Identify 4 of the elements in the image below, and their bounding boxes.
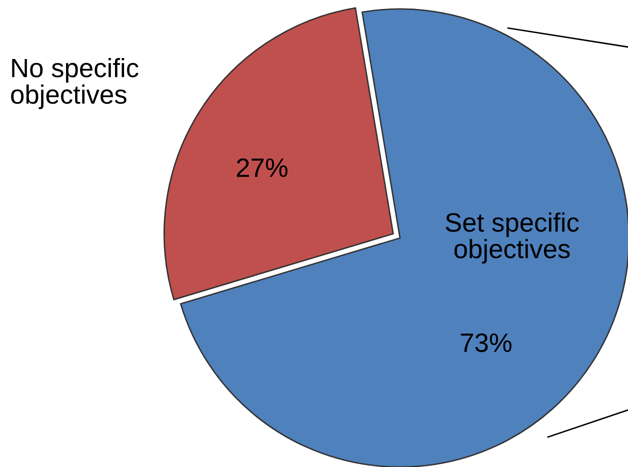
- slice-label: No specific objectives: [11, 58, 138, 110]
- data-label: 27%: [236, 158, 288, 177]
- slice-label: Set specific objectives: [446, 212, 579, 264]
- data-label: 73%: [460, 333, 512, 352]
